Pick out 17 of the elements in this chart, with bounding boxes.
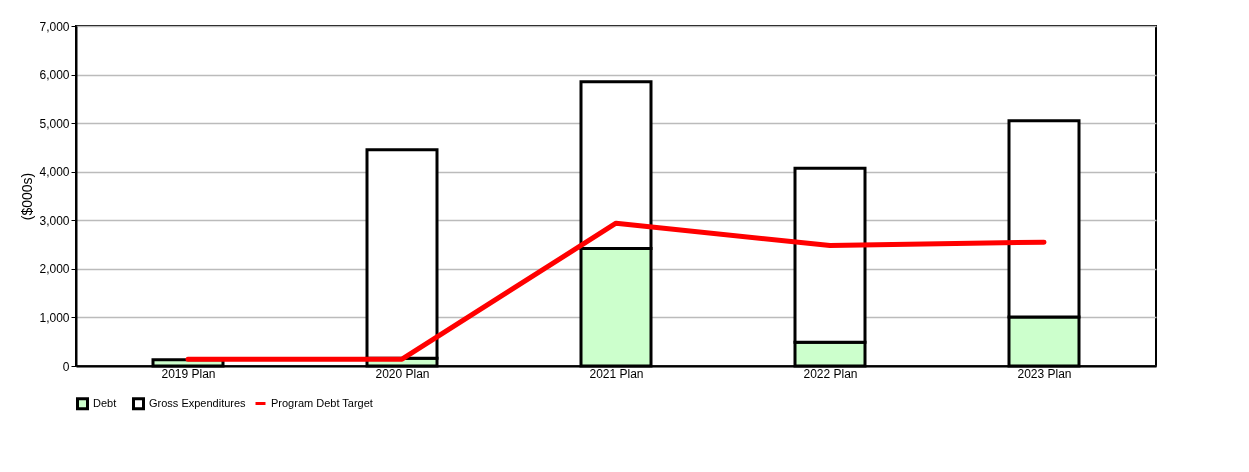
y-axis-title: ($000s) (19, 172, 36, 221)
y-tick-label: 1,000 (39, 310, 70, 325)
y-tick-label: 5,000 (39, 116, 70, 131)
y-tick-label: 4,000 (39, 165, 70, 180)
y-tick-label: 0 (62, 359, 70, 374)
x-tick-label: 2023 Plan (1017, 366, 1072, 381)
legend-label: Program Debt Target (271, 396, 373, 409)
x-tick-label: 2022 Plan (803, 366, 858, 381)
legend-label: Debt (93, 396, 117, 409)
y-tick-label: 7,000 (39, 19, 70, 34)
legend-label: Gross Expenditures (149, 396, 247, 409)
y-tick-label: 3,000 (39, 213, 70, 228)
x-tick-label: 2021 Plan (589, 366, 644, 381)
x-tick-label: 2020 Plan (375, 366, 430, 381)
y-tick-label: 6,000 (39, 68, 70, 83)
x-tick-label: 2019 Plan (161, 366, 216, 381)
y-tick-label: 2,000 (39, 262, 70, 277)
